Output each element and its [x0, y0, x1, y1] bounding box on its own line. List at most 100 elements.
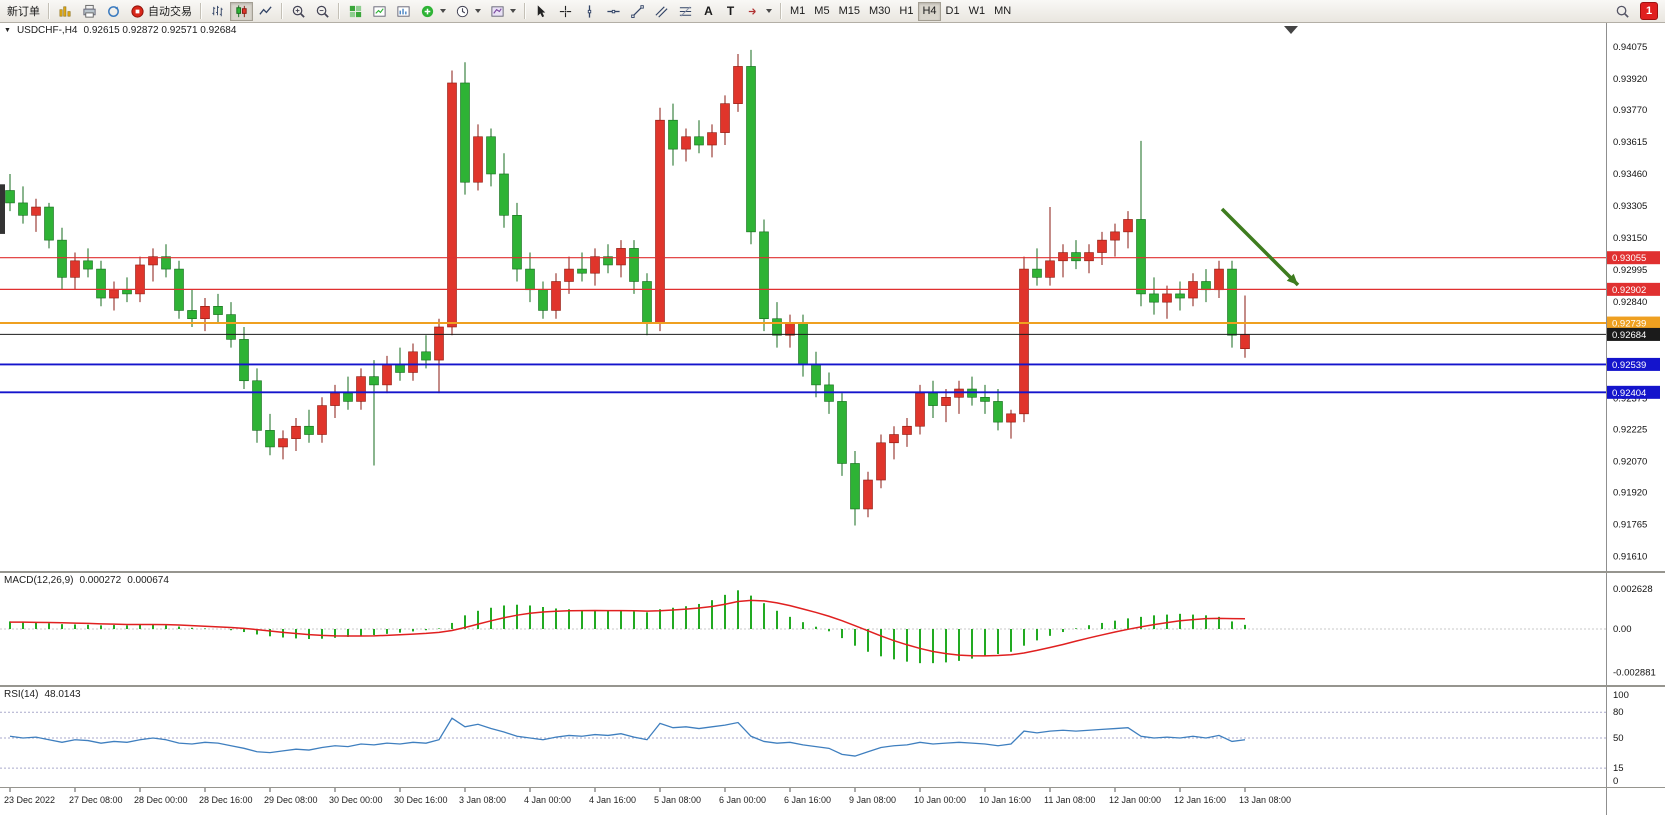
candle[interactable]	[70, 252, 80, 290]
candle[interactable]	[1162, 285, 1172, 319]
candle[interactable]	[1058, 244, 1068, 278]
candle[interactable]	[5, 173, 15, 212]
candle[interactable]	[980, 384, 990, 414]
candlestick-chart-button[interactable]	[230, 1, 253, 21]
candle[interactable]	[603, 244, 613, 274]
trend-arrow-annotation[interactable]	[1220, 207, 1300, 287]
candle[interactable]	[850, 451, 860, 526]
candle[interactable]	[1006, 409, 1016, 439]
candle[interactable]	[317, 397, 327, 443]
candle[interactable]	[941, 389, 951, 423]
candle[interactable]	[408, 343, 418, 381]
timeframe-h1-button[interactable]: H1	[895, 2, 917, 21]
candle[interactable]	[577, 252, 587, 282]
candle[interactable]	[1110, 223, 1120, 257]
candle[interactable]	[1214, 260, 1224, 299]
timeframe-w1-button[interactable]: W1	[965, 2, 990, 21]
candlestick-chart[interactable]	[0, 23, 1606, 571]
label-button[interactable]: T	[720, 2, 741, 21]
candle[interactable]	[928, 380, 938, 418]
candle[interactable]	[252, 368, 262, 443]
candle[interactable]	[733, 54, 743, 112]
candle[interactable]	[356, 368, 366, 410]
candle[interactable]	[382, 355, 392, 394]
candle[interactable]	[590, 248, 600, 286]
candle[interactable]	[1136, 140, 1146, 307]
notification-badge[interactable]: 1	[1640, 2, 1658, 20]
candle[interactable]	[1032, 248, 1042, 286]
candle[interactable]	[278, 430, 288, 460]
candle[interactable]	[57, 227, 67, 290]
candle[interactable]	[239, 326, 249, 390]
timeframe-h4-button[interactable]: H4	[918, 1, 941, 21]
candle[interactable]	[746, 49, 756, 245]
candle[interactable]	[837, 393, 847, 476]
indicators-button[interactable]	[416, 2, 450, 21]
candle[interactable]	[330, 384, 340, 418]
candle[interactable]	[486, 128, 496, 187]
candle[interactable]	[1019, 256, 1029, 423]
candle[interactable]	[83, 248, 93, 278]
rsi-chart[interactable]	[0, 687, 1606, 787]
timeframe-m1-button[interactable]: M1	[786, 2, 809, 21]
timeframe-m5-button[interactable]: M5	[810, 2, 833, 21]
candle[interactable]	[772, 302, 782, 348]
horizontal-line-button[interactable]	[602, 2, 625, 21]
candle[interactable]	[681, 128, 691, 162]
candle[interactable]	[694, 120, 704, 154]
candle[interactable]	[499, 153, 509, 228]
candle[interactable]	[902, 417, 912, 447]
candle[interactable]	[187, 289, 197, 327]
candle[interactable]	[447, 70, 457, 336]
candle[interactable]	[226, 302, 236, 348]
search-button[interactable]	[1611, 2, 1634, 21]
text-button[interactable]: A	[698, 2, 719, 21]
auto-trading-button[interactable]: 自动交易	[126, 2, 196, 21]
timeframe-mn-button[interactable]: MN	[990, 2, 1015, 21]
refresh-button[interactable]	[102, 2, 125, 21]
candle[interactable]	[564, 256, 574, 294]
macd-axis[interactable]: 0.002628 0.00 -0.002881	[1606, 573, 1665, 685]
candle[interactable]	[785, 314, 795, 348]
candle[interactable]	[642, 273, 652, 336]
candle[interactable]	[889, 426, 899, 460]
candle[interactable]	[1045, 207, 1055, 286]
zoom-in-button[interactable]	[287, 2, 310, 21]
candle[interactable]	[18, 186, 28, 224]
candle[interactable]	[1123, 211, 1133, 249]
timeframe-d1-button[interactable]: D1	[942, 2, 964, 21]
candle[interactable]	[720, 95, 730, 146]
candle[interactable]	[421, 335, 431, 369]
candle[interactable]	[135, 256, 145, 303]
candle[interactable]	[1175, 281, 1185, 311]
candle[interactable]	[876, 434, 886, 489]
candle[interactable]	[369, 360, 379, 466]
tile-windows-button[interactable]	[344, 2, 367, 21]
crosshair-button[interactable]	[554, 2, 577, 21]
candle[interactable]	[811, 351, 821, 398]
candle[interactable]	[616, 240, 626, 278]
candle[interactable]	[434, 318, 444, 394]
timeframe-m15-button[interactable]: M15	[835, 2, 864, 21]
candle[interactable]	[265, 413, 275, 456]
candle[interactable]	[993, 389, 1003, 431]
candle[interactable]	[512, 202, 522, 282]
candle[interactable]	[1097, 231, 1107, 265]
candle[interactable]	[1227, 260, 1237, 348]
candle[interactable]	[707, 124, 717, 158]
candle[interactable]	[460, 62, 470, 195]
candle[interactable]	[1084, 244, 1094, 274]
candle[interactable]	[1240, 295, 1250, 358]
candle[interactable]	[161, 244, 171, 278]
candle[interactable]	[148, 248, 158, 282]
time-axis[interactable]: 23 Dec 2022 27 Dec 08:00 28 Dec 00:00 28 De…	[0, 788, 1665, 815]
candle[interactable]	[759, 219, 769, 332]
vertical-line-button[interactable]	[578, 2, 601, 21]
candle[interactable]	[629, 240, 639, 294]
candle[interactable]	[304, 409, 314, 443]
candle[interactable]	[1201, 269, 1211, 303]
candle[interactable]	[109, 281, 119, 311]
candle[interactable]	[473, 124, 483, 191]
macd-chart[interactable]	[0, 573, 1606, 685]
rsi-axis[interactable]: 100 80 50 15 0	[1606, 687, 1665, 787]
